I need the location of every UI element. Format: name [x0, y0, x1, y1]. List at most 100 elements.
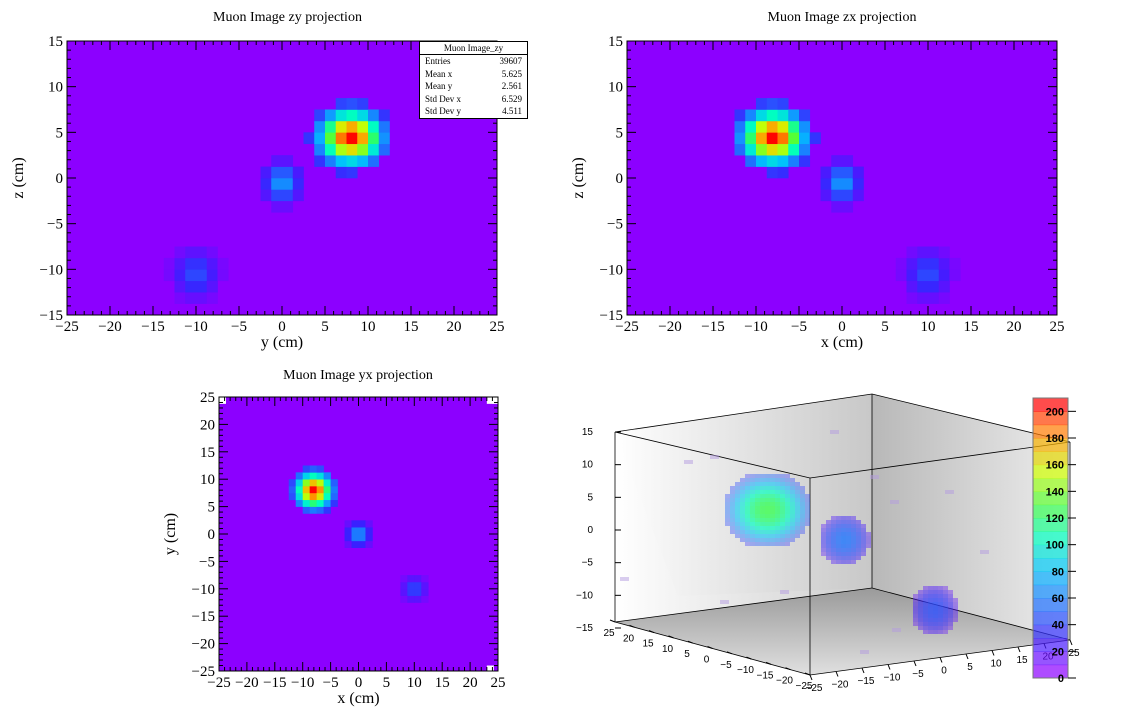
x-tick-label: 25 — [490, 319, 505, 335]
heatmap-cell — [745, 120, 757, 133]
y3d-tick-mark — [609, 619, 616, 623]
sparse-voxel — [620, 577, 629, 581]
density-voxel — [856, 556, 861, 560]
density-voxel — [836, 548, 841, 552]
density-voxel — [856, 520, 861, 524]
density-voxel — [775, 518, 780, 522]
density-voxel — [826, 552, 831, 556]
x3d-tick-mark — [835, 671, 839, 677]
density-voxel — [785, 498, 790, 502]
heatmap-cell — [346, 143, 358, 156]
heatmap-cell — [335, 155, 347, 167]
density-voxel — [755, 538, 760, 542]
density-voxel — [923, 630, 928, 634]
density-voxel — [775, 498, 780, 502]
density-voxel — [780, 478, 785, 482]
heatmap-cell — [906, 292, 918, 304]
y-tick-label: 25 — [200, 390, 215, 406]
density-voxel — [953, 598, 958, 602]
right-wall — [872, 394, 1070, 640]
heatmap-cell — [309, 499, 317, 507]
density-voxel — [923, 586, 928, 590]
heatmap-cell — [928, 257, 940, 270]
density-voxel — [953, 602, 958, 606]
heatmap-cell — [206, 280, 218, 293]
density-voxel — [760, 518, 765, 522]
heatmap-cell — [766, 98, 778, 110]
y3d-tick-mark — [629, 624, 635, 628]
density-voxel — [846, 532, 851, 536]
density-voxel — [755, 478, 760, 482]
zx-projection-chart: −25 −20 −15 −10 −5 0 5 10 15 20 25 −15 −10 −5 0 5 10 15 x … — [570, 34, 1065, 351]
x-tick-label: 10 — [921, 319, 936, 335]
density-voxel — [760, 514, 765, 518]
box-edge — [809, 441, 1071, 479]
density-voxel — [735, 518, 740, 522]
heatmap-cell — [400, 581, 408, 590]
density-voxel — [790, 506, 795, 510]
density-voxel — [750, 526, 755, 530]
density-voxel — [750, 542, 755, 546]
density-voxel — [765, 514, 770, 518]
sparse-voxel — [684, 460, 693, 464]
density-voxel — [750, 510, 755, 514]
density-voxel — [785, 522, 790, 526]
density-voxel — [933, 630, 938, 634]
density-voxel — [933, 598, 938, 602]
heatmap-cell — [842, 166, 854, 179]
density-voxel — [795, 498, 800, 502]
density-voxel — [938, 590, 943, 594]
y3d-tick-label: 15 — [642, 639, 654, 650]
density-voxel — [948, 590, 953, 594]
density-voxel — [856, 544, 861, 548]
y-tick-label: 0 — [208, 527, 216, 543]
heatmap-cell — [756, 109, 768, 122]
density-voxel — [735, 502, 740, 506]
density-voxel — [765, 506, 770, 510]
heatmap-cell — [756, 120, 768, 133]
density-voxel — [740, 494, 745, 498]
density-voxel — [755, 526, 760, 530]
density-voxel — [948, 598, 953, 602]
density-voxel — [938, 622, 943, 626]
heatmap-cell — [260, 178, 272, 190]
heatmap-cell — [303, 132, 315, 145]
density-voxel — [735, 498, 740, 502]
colorbar-label: 0 — [1058, 673, 1064, 685]
x-tick-label: −15 — [141, 319, 164, 335]
density-voxel — [735, 522, 740, 526]
heatmap-cell — [368, 132, 380, 145]
heatmap-cell — [325, 132, 337, 145]
density-voxel — [943, 594, 948, 598]
heatmap-cell — [316, 465, 324, 473]
density-voxel — [938, 602, 943, 606]
density-voxel — [745, 478, 750, 482]
heatmap-cell — [282, 155, 294, 167]
x-tick-label: 0 — [278, 319, 286, 335]
heatmap-cell — [316, 479, 324, 487]
density-voxel — [785, 474, 790, 478]
density-voxel — [800, 514, 805, 518]
density-voxel — [913, 594, 918, 598]
density-voxel — [745, 534, 750, 538]
x-tick-label: 5 — [321, 319, 329, 335]
heatmap-cell — [407, 588, 415, 596]
density-voxel — [780, 490, 785, 494]
heatmap-cell — [292, 178, 304, 190]
density-voxel — [755, 474, 760, 478]
density-voxel — [918, 614, 923, 618]
heatmap-cell — [799, 155, 811, 167]
y-tick-label: 5 — [208, 500, 216, 516]
density-voxel — [790, 494, 795, 498]
density-voxel — [745, 510, 750, 514]
density-voxel — [821, 532, 826, 536]
heatmap-cell — [295, 479, 303, 487]
density-voxel — [826, 548, 831, 552]
density-voxel — [750, 502, 755, 506]
density-voxel — [780, 510, 785, 514]
density-voxel — [938, 630, 943, 634]
heatmap-cell — [400, 575, 408, 583]
density-voxel — [836, 516, 841, 520]
heatmap-cell — [852, 178, 864, 190]
density-voxel — [725, 510, 730, 514]
